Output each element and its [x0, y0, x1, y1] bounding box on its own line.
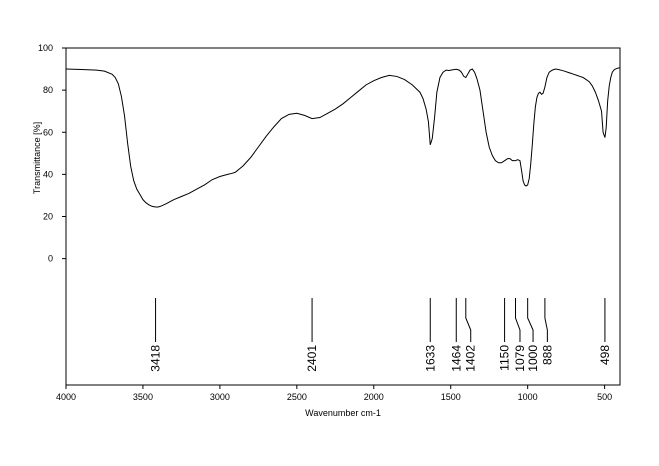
peak-label: 1633 [423, 345, 437, 372]
peak-label: 1464 [449, 345, 463, 372]
y-axis-ticks: 0 20 40 60 80 100 [38, 43, 66, 264]
peak-marker-line [527, 298, 534, 342]
x-tick-label: 3500 [133, 392, 153, 402]
peak-markers: 3418 2401 1633 1464 1402 1150 1079 1000 888 498 [149, 298, 612, 372]
x-tick-label: 2500 [287, 392, 307, 402]
y-tick-label: 100 [38, 43, 53, 53]
y-tick-label: 0 [48, 254, 53, 264]
x-tick-label: 2000 [364, 392, 384, 402]
x-axis-ticks: 4000 3500 3000 2500 2000 1500 1000 500 [56, 385, 612, 402]
y-axis-title: Transmittance [%] [32, 122, 42, 194]
x-axis-title: Wavenumber cm-1 [305, 408, 381, 418]
spectrum-line [65, 67, 621, 208]
y-tick-label: 60 [43, 127, 53, 137]
peak-marker-line [465, 298, 472, 342]
peak-label: 3418 [149, 345, 163, 372]
peak-label: 1402 [464, 345, 478, 372]
y-tick-label: 20 [43, 212, 53, 222]
peak-label: 498 [598, 345, 612, 365]
x-tick-label: 1000 [518, 392, 538, 402]
x-tick-label: 500 [597, 392, 612, 402]
peak-marker-line [515, 298, 521, 342]
peak-marker-line [544, 298, 548, 342]
peak-label: 1079 [513, 345, 527, 372]
peak-label: 2401 [305, 345, 319, 372]
peak-label: 1150 [498, 345, 512, 371]
y-tick-label: 80 [43, 85, 53, 95]
x-tick-label: 4000 [56, 392, 76, 402]
x-tick-label: 3000 [210, 392, 230, 402]
y-tick-label: 40 [43, 169, 53, 179]
x-tick-label: 1500 [441, 392, 461, 402]
peak-label: 1000 [526, 345, 540, 372]
peak-label: 888 [540, 345, 554, 365]
